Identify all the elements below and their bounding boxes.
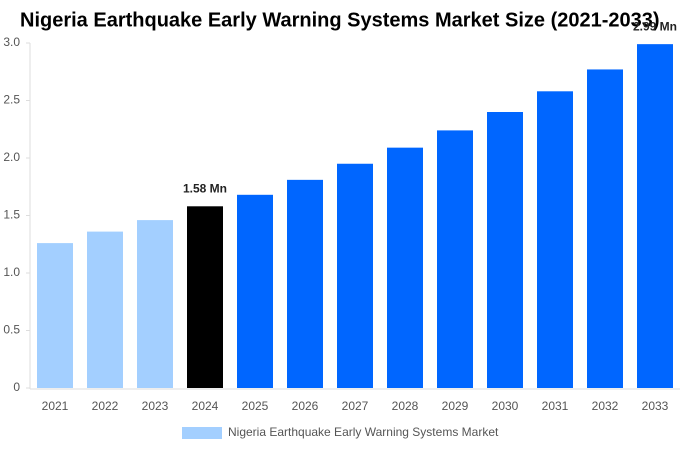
x-tick-label: 2024 [192,399,219,413]
x-tick-label: 2025 [242,399,269,413]
value-label: 2.99 Mn [633,19,677,33]
bar [487,112,523,388]
bar [537,91,573,389]
x-tick-label: 2023 [142,399,169,413]
bar [87,231,123,388]
legend-label: Nigeria Earthquake Early Warning Systems… [228,425,499,439]
y-tick-label: 3.0 [3,35,20,49]
bar [387,147,423,388]
chart-title: Nigeria Earthquake Early Warning Systems… [20,9,660,31]
x-tick-label: 2033 [642,399,669,413]
bar [637,44,673,389]
value-label: 1.58 Mn [183,181,227,195]
bar [187,206,223,388]
x-tick-label: 2030 [492,399,519,413]
x-tick-label: 2028 [392,399,419,413]
y-tick-label: 1.0 [3,265,20,279]
x-tick-label: 2022 [92,399,119,413]
y-tick-label: 0 [13,380,20,394]
x-tick-label: 2021 [42,399,69,413]
y-tick-label: 1.5 [3,208,20,222]
bar [287,179,323,388]
x-tick-label: 2029 [442,399,469,413]
bar [137,220,173,388]
bar [237,194,273,388]
x-tick-label: 2027 [342,399,369,413]
x-tick-label: 2031 [542,399,569,413]
bar [337,163,373,388]
x-tick-label: 2032 [592,399,619,413]
x-tick-label: 2026 [292,399,319,413]
bar [37,243,73,388]
bar [437,130,473,388]
y-tick-label: 2.5 [3,93,20,107]
bar [587,69,623,388]
legend-swatch [182,427,222,439]
y-tick-label: 0.5 [3,323,20,337]
y-tick-label: 2.0 [3,150,20,164]
